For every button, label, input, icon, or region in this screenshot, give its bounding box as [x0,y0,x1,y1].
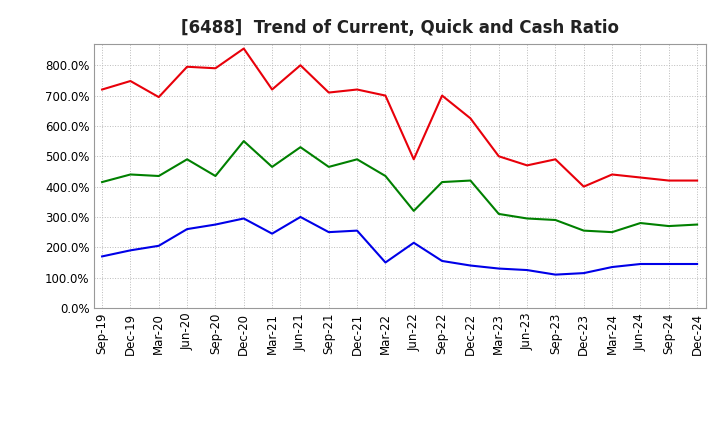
Current Ratio [211,66,220,71]
Cash Ratio [381,260,390,265]
Current Ratio [495,154,503,159]
Quick Ratio [410,208,418,213]
Current Ratio [551,157,559,162]
Line: Current Ratio: Current Ratio [102,48,697,187]
Current Ratio [438,93,446,98]
Current Ratio [268,87,276,92]
Current Ratio [325,90,333,95]
Quick Ratio [353,157,361,162]
Cash Ratio [495,266,503,271]
Current Ratio [665,178,673,183]
Cash Ratio [466,263,474,268]
Cash Ratio [580,271,588,276]
Current Ratio [126,78,135,84]
Cash Ratio [296,214,305,220]
Cash Ratio [211,222,220,227]
Current Ratio [410,157,418,162]
Cash Ratio [155,243,163,249]
Quick Ratio [325,164,333,169]
Current Ratio [381,93,390,98]
Cash Ratio [183,227,192,232]
Quick Ratio [155,173,163,179]
Cash Ratio [98,254,107,259]
Line: Quick Ratio: Quick Ratio [102,141,697,232]
Cash Ratio [693,261,701,267]
Quick Ratio [580,228,588,233]
Current Ratio [296,62,305,68]
Cash Ratio [268,231,276,236]
Current Ratio [98,87,107,92]
Quick Ratio [211,173,220,179]
Cash Ratio [523,268,531,273]
Cash Ratio [551,272,559,277]
Quick Ratio [183,157,192,162]
Quick Ratio [608,230,616,235]
Quick Ratio [98,180,107,185]
Quick Ratio [665,224,673,229]
Current Ratio [353,87,361,92]
Current Ratio [183,64,192,70]
Quick Ratio [296,144,305,150]
Line: Cash Ratio: Cash Ratio [102,217,697,275]
Cash Ratio [410,240,418,246]
Current Ratio [523,163,531,168]
Cash Ratio [353,228,361,233]
Cash Ratio [240,216,248,221]
Current Ratio [240,46,248,51]
Quick Ratio [693,222,701,227]
Current Ratio [608,172,616,177]
Quick Ratio [636,220,644,226]
Quick Ratio [495,211,503,216]
Cash Ratio [665,261,673,267]
Current Ratio [693,178,701,183]
Current Ratio [636,175,644,180]
Title: [6488]  Trend of Current, Quick and Cash Ratio: [6488] Trend of Current, Quick and Cash … [181,19,618,37]
Cash Ratio [325,230,333,235]
Quick Ratio [466,178,474,183]
Cash Ratio [438,258,446,264]
Quick Ratio [551,217,559,223]
Quick Ratio [438,180,446,185]
Cash Ratio [636,261,644,267]
Quick Ratio [126,172,135,177]
Quick Ratio [268,164,276,169]
Cash Ratio [608,264,616,270]
Cash Ratio [126,248,135,253]
Current Ratio [155,95,163,100]
Quick Ratio [240,139,248,144]
Quick Ratio [523,216,531,221]
Current Ratio [580,184,588,189]
Quick Ratio [381,173,390,179]
Current Ratio [466,116,474,121]
